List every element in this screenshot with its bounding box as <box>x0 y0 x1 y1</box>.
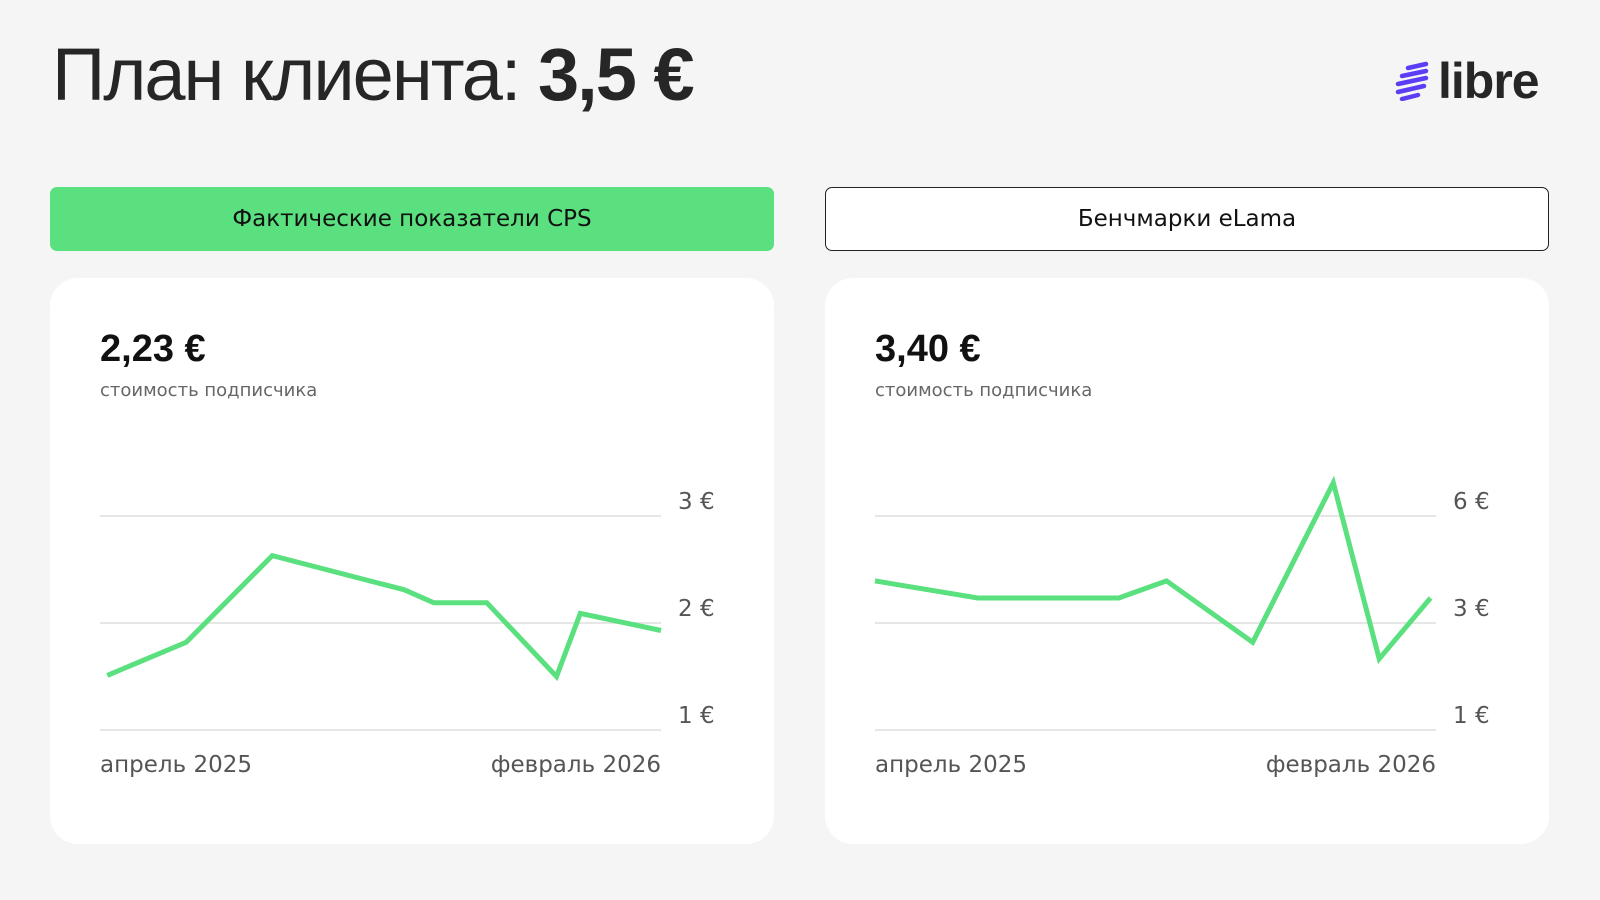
y-tick-label: 3 € <box>678 489 715 515</box>
title-prefix: План клиента: <box>52 33 521 116</box>
tab-label: Фактические показатели CPS <box>232 206 592 232</box>
stripes-logo-icon <box>1395 61 1429 101</box>
benchmark-caption: стоимость подписчика <box>875 380 1093 401</box>
libre-logo: libre <box>1394 53 1540 109</box>
series-line <box>106 552 662 682</box>
tab-elama-benchmarks[interactable]: Бенчмарки eLama <box>825 187 1549 251</box>
series-line <box>874 475 1433 665</box>
logo-text: libre <box>1438 53 1540 109</box>
actual-cps-card: 2,23 € стоимость подписчика 1 € 2 € 3 € апр… <box>50 278 774 844</box>
x-tick-label: февраль 2026 <box>1266 752 1436 778</box>
y-tick-label: 6 € <box>1453 489 1490 515</box>
cps-caption: стоимость подписчика <box>100 380 318 401</box>
actual-cps-chart: 1 € 2 € 3 € апрель 2025 февраль 2026 <box>100 489 715 778</box>
y-tick-label: 1 € <box>678 703 715 729</box>
tab-actual-cps[interactable]: Фактические показатели CPS <box>50 187 774 251</box>
benchmark-card: 3,40 € стоимость подписчика 1 € 3 € 6 € апр… <box>825 278 1549 844</box>
plan-value: 3,5 € <box>538 33 695 116</box>
page-title: План клиента: 3,5 € <box>52 32 695 117</box>
x-tick-label: февраль 2026 <box>491 752 661 778</box>
y-tick-label: 1 € <box>1453 703 1490 729</box>
tab-label: Бенчмарки eLama <box>1077 206 1297 232</box>
x-tick-label: апрель 2025 <box>100 752 252 778</box>
cps-value: 2,23 € <box>100 328 206 370</box>
y-tick-label: 3 € <box>1453 596 1490 622</box>
x-tick-label: апрель 2025 <box>875 752 1027 778</box>
benchmark-chart: 1 € 3 € 6 € апрель 2025 февраль 2026 <box>874 475 1490 778</box>
benchmark-value: 3,40 € <box>875 328 981 370</box>
y-tick-label: 2 € <box>678 596 715 622</box>
